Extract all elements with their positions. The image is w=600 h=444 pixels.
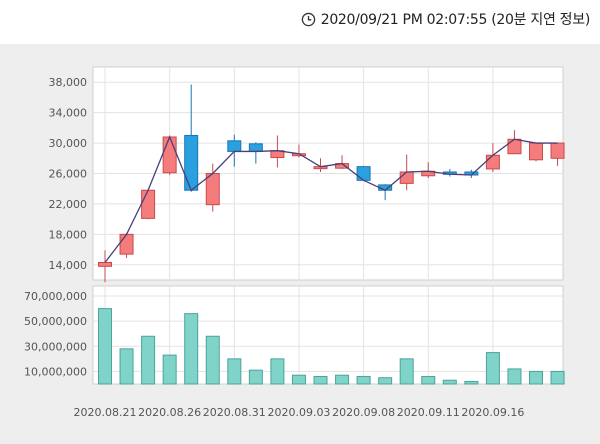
candle-body: [485, 154, 500, 170]
clock-icon: [301, 12, 315, 26]
candle-body: [98, 262, 112, 267]
candle-body: [399, 171, 414, 184]
volume-ytick-label: 10,000,000: [24, 365, 87, 378]
xtick-label: 2020.08.26: [138, 406, 201, 419]
price-ytick-label: 38,000: [49, 76, 88, 89]
candle-body: [162, 136, 177, 174]
volume-bar: [442, 379, 457, 385]
price-ytick-label: 30,000: [49, 137, 88, 150]
timestamp: 2020/09/21 PM 02:07:55 (20분 지연 정보): [301, 9, 590, 29]
volume-ytick-label: 50,000,000: [24, 315, 87, 328]
xtick-label: 2020.08.21: [74, 406, 137, 419]
price-ytick-label: 26,000: [49, 168, 88, 181]
price-ytick-label: 18,000: [49, 228, 88, 241]
volume-bar: [248, 369, 263, 385]
volume-bar: [227, 358, 242, 385]
candle-body: [356, 166, 371, 181]
xtick-label: 2020.09.16: [461, 406, 524, 419]
volume-bar: [162, 354, 177, 385]
close-line: [104, 135, 558, 263]
price-ytick-label: 34,000: [49, 107, 88, 120]
xtick-label: 2020.09.03: [267, 406, 330, 419]
candle-body: [507, 138, 522, 155]
candle-body: [205, 173, 220, 206]
volume-bar: [464, 380, 479, 385]
volume-bar: [291, 374, 306, 385]
volume-bar: [313, 375, 328, 385]
chart-panel: 14,000 18,000 22,000 26,000 30,000 34,000 38,0…: [0, 44, 600, 444]
xtick-label: 2020.08.31: [203, 406, 266, 419]
candle-body: [227, 140, 242, 152]
header: 2020/09/21 PM 02:07:55 (20분 지연 정보): [0, 0, 600, 44]
xtick-label: 2020.09.11: [397, 406, 460, 419]
candle-body: [550, 142, 565, 159]
timestamp-text: 2020/09/21 PM 02:07:55 (20분 지연 정보): [320, 12, 591, 28]
volume-bar: [270, 358, 285, 385]
volume-bar: [141, 335, 156, 385]
volume-bar: [507, 368, 522, 385]
volume-bar: [485, 352, 500, 385]
volume-bar: [184, 313, 199, 385]
stock-chart: 14,000 18,000 22,000 26,000 30,000 34,000 38,0…: [24, 66, 565, 419]
volume-bar: [335, 374, 350, 385]
volume-ytick-label: 30,000,000: [24, 340, 87, 353]
price-ytick-label: 14,000: [49, 259, 88, 272]
volume-bar: [550, 370, 565, 385]
candle-body: [529, 142, 543, 161]
candle-body: [119, 233, 134, 255]
candle-body: [248, 143, 263, 152]
volume-bar: [98, 308, 112, 385]
volume-ytick-label: 70,000,000: [24, 290, 87, 303]
candle-body: [184, 134, 199, 191]
candle-body: [141, 189, 156, 219]
xtick-label: 2020.09.08: [332, 406, 395, 419]
volume-bar: [378, 377, 393, 385]
volume-bar: [421, 375, 436, 385]
volume-bar: [205, 335, 220, 385]
volume-bar: [399, 358, 414, 385]
price-ytick-label: 22,000: [49, 198, 88, 211]
volume-bar: [529, 370, 543, 385]
volume-bar: [119, 348, 134, 385]
volume-bar: [356, 375, 371, 385]
